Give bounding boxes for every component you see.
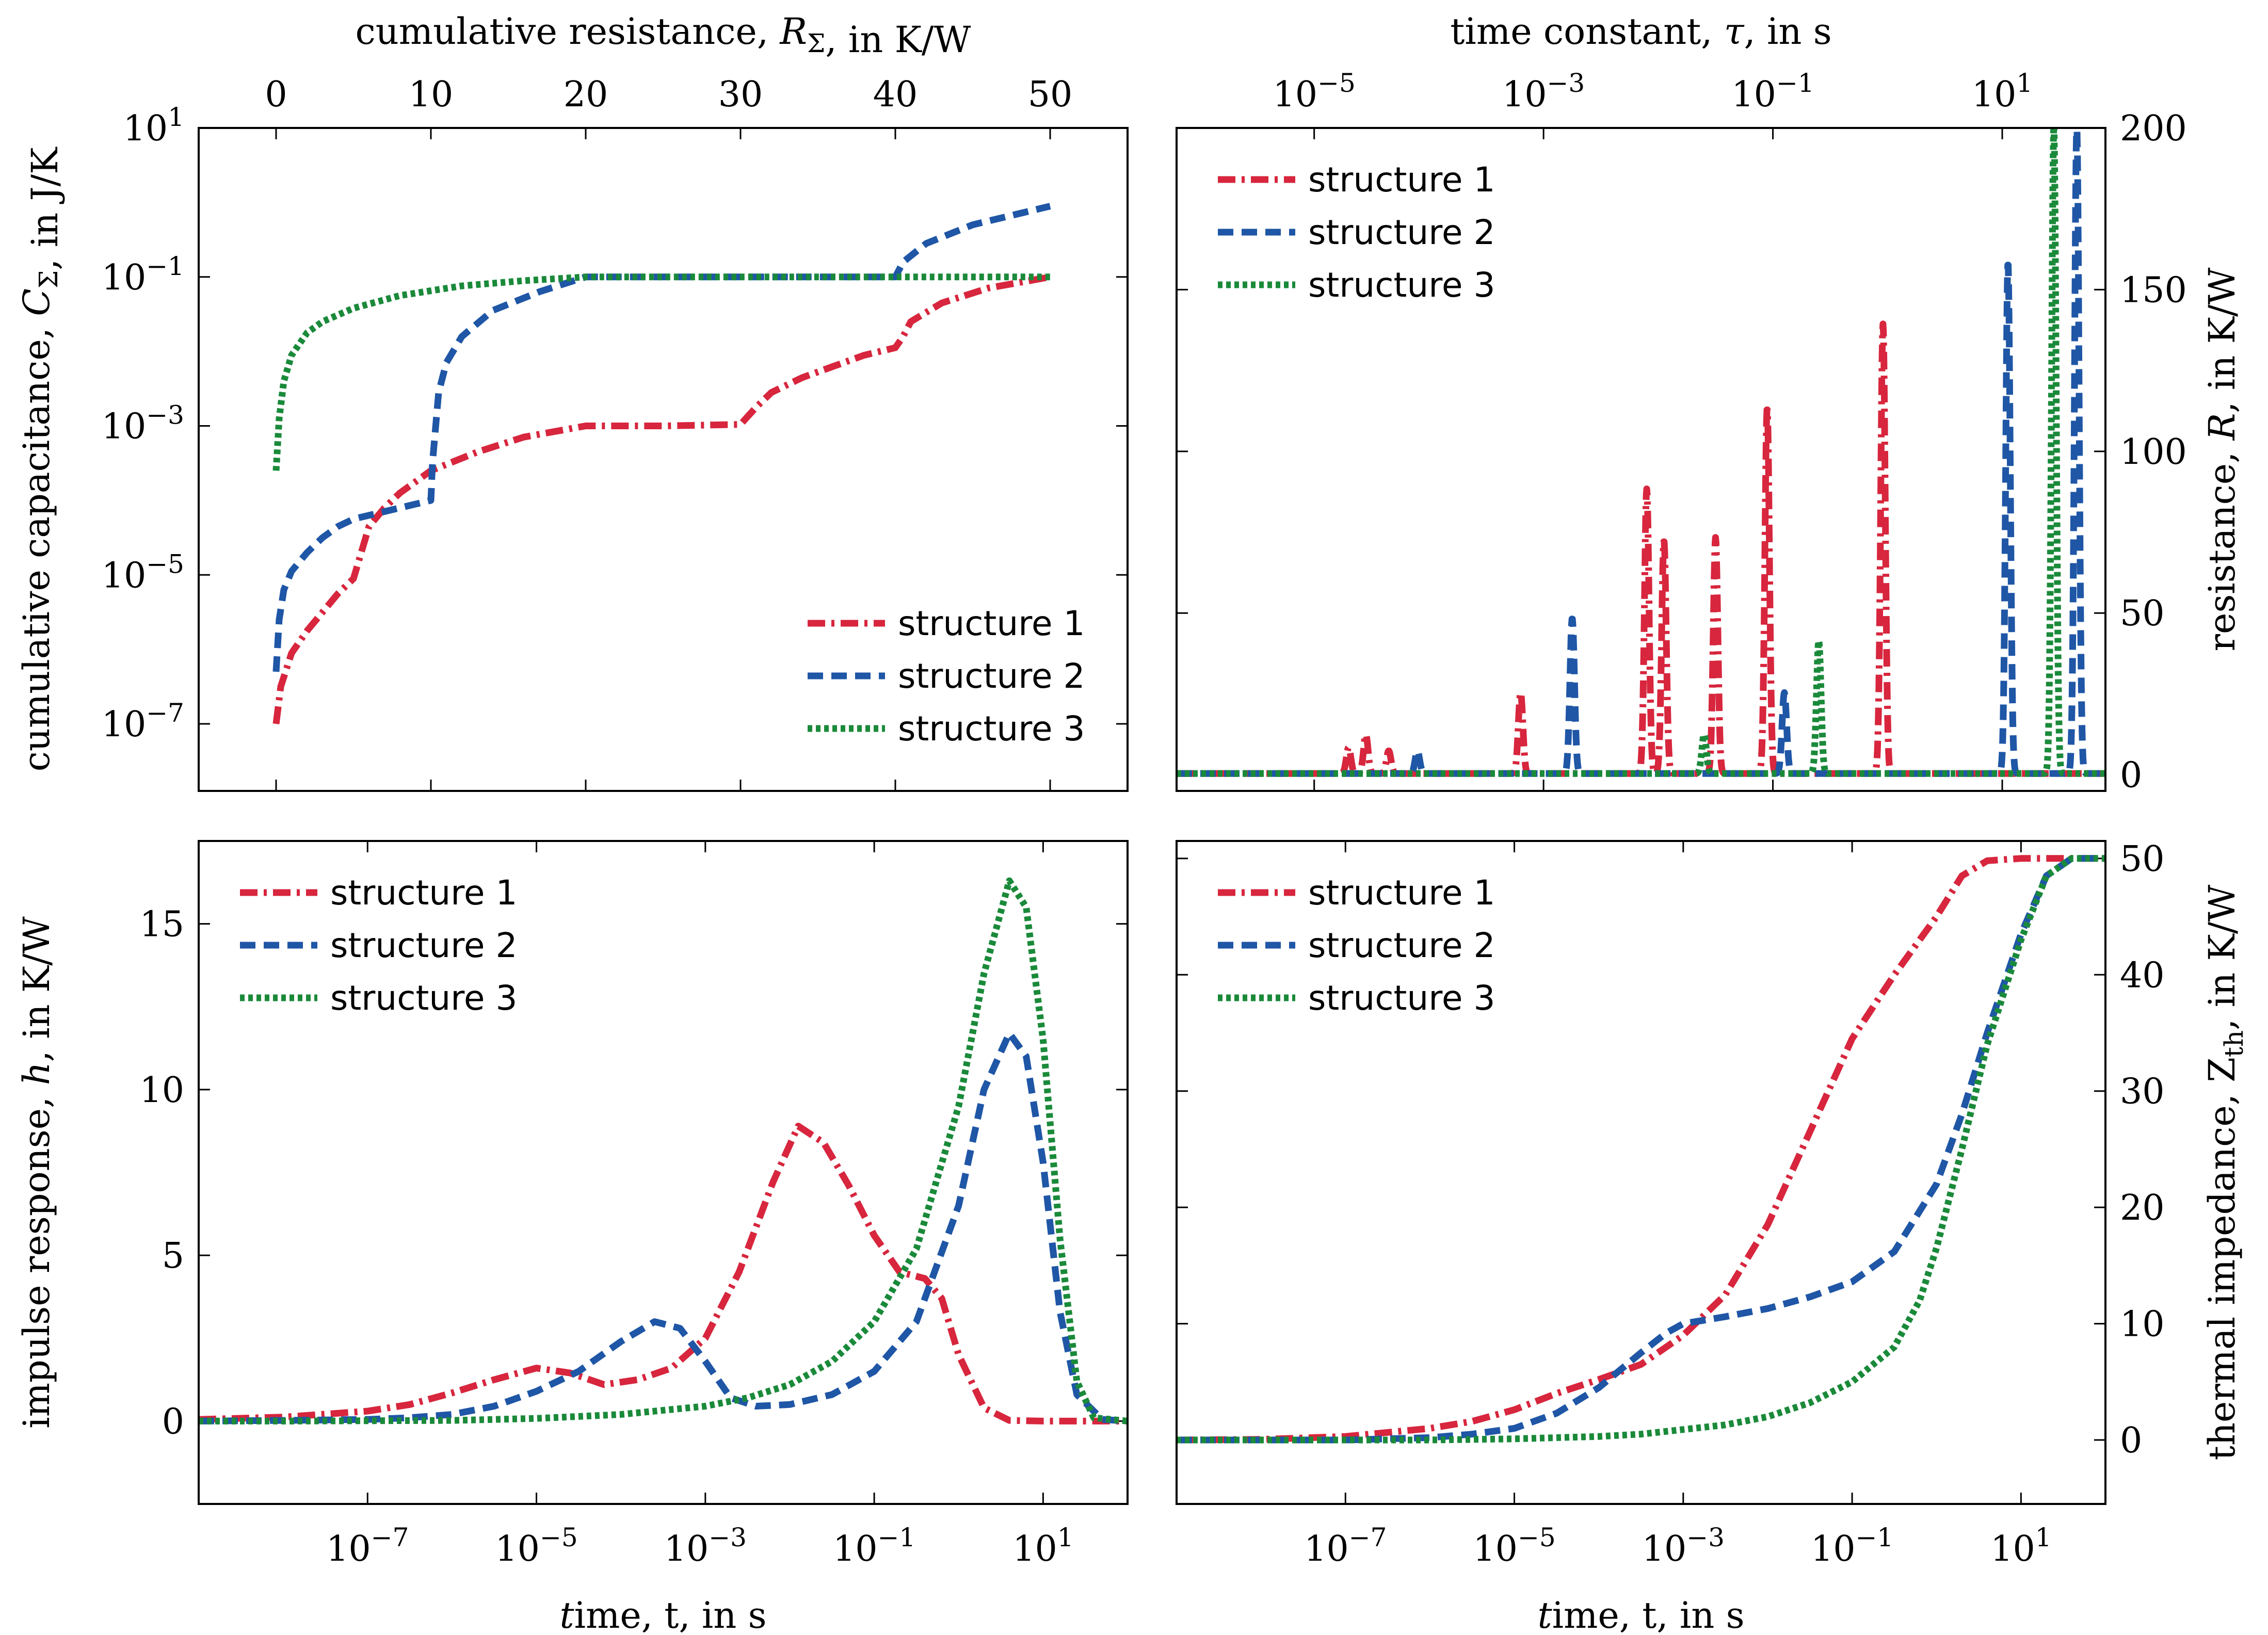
legend-label: structure 2 bbox=[1308, 213, 1495, 252]
x-tick-label: 101 bbox=[1012, 1523, 1073, 1569]
y-tick-label: 50 bbox=[2120, 593, 2165, 634]
x-tick-label: 10−7 bbox=[1304, 1523, 1387, 1569]
y-axis-label: impulse response, h, in K/W bbox=[15, 916, 58, 1429]
legend-label: structure 1 bbox=[330, 873, 517, 913]
x-tick-label: 10−5 bbox=[495, 1523, 577, 1569]
y-tick-label: 10−7 bbox=[102, 698, 184, 745]
series-line-structure-1 bbox=[1177, 320, 2105, 777]
legend: structure 1 structure 2 structure 3 bbox=[1218, 160, 1495, 305]
x-tick-label: 10−3 bbox=[1502, 68, 1585, 115]
series-line-structure-3 bbox=[1177, 855, 2105, 1444]
legend: structure 1 structure 2 structure 3 bbox=[240, 873, 517, 1018]
series-line-structure-2 bbox=[199, 1030, 1128, 1424]
x-tick-label: 101 bbox=[1990, 1523, 2051, 1569]
y-tick-label: 5 bbox=[162, 1236, 184, 1276]
x-axis-label: cumulative resistance, RΣ, in K/W bbox=[356, 10, 971, 61]
series-line-structure-1 bbox=[272, 273, 1051, 724]
x-tick-label: 20 bbox=[564, 74, 608, 115]
legend-label: structure 1 bbox=[898, 604, 1085, 643]
legend-label: structure 1 bbox=[1308, 160, 1495, 200]
y-tick-label: 20 bbox=[2120, 1188, 2165, 1228]
y-tick-label: 10−1 bbox=[102, 251, 184, 298]
y-tick-label: 0 bbox=[162, 1401, 184, 1442]
thermal-impedance-series bbox=[1177, 855, 2105, 1444]
x-tick-label: 50 bbox=[1028, 74, 1073, 115]
x-tick-label: 40 bbox=[873, 74, 918, 115]
y-tick-label: 0 bbox=[2120, 755, 2142, 796]
x-tick-label: 10−5 bbox=[1273, 68, 1356, 115]
x-axis-label: time, t, in s bbox=[559, 1594, 766, 1632]
x-tick-label: 30 bbox=[718, 74, 763, 115]
plot-frame bbox=[198, 127, 1129, 792]
series-line-structure-2 bbox=[1177, 855, 2105, 1444]
y-tick-label: 150 bbox=[2120, 270, 2187, 311]
x-axis-label: time constant, τ, in s bbox=[1450, 10, 1831, 53]
x-tick-label: 101 bbox=[1972, 68, 2033, 115]
series-line-structure-3 bbox=[199, 877, 1128, 1424]
series-line-structure-1 bbox=[1177, 855, 2105, 1444]
series-line-structure-3 bbox=[1177, 128, 2105, 777]
impulse-response-series bbox=[199, 877, 1128, 1424]
legend: structure 1 structure 2 structure 3 bbox=[1218, 873, 1495, 1018]
legend-label: structure 2 bbox=[330, 926, 517, 965]
legend-label: structure 3 bbox=[898, 709, 1085, 749]
legend-label: structure 1 bbox=[1308, 873, 1495, 913]
legend: structure 1 structure 2 structure 3 bbox=[808, 604, 1085, 749]
plot-frame bbox=[1176, 840, 2106, 1505]
x-tick-label: 0 bbox=[265, 74, 287, 115]
legend-label: structure 3 bbox=[330, 978, 517, 1018]
y-axis-label: thermal impedance, Zth, in K/W bbox=[2201, 885, 2249, 1461]
y-tick-label: 15 bbox=[139, 904, 184, 945]
x-tick-label: 10 bbox=[409, 74, 454, 115]
legend-label: structure 2 bbox=[1308, 926, 1495, 965]
y-tick-label: 0 bbox=[2120, 1420, 2142, 1461]
x-tick-label: 10−5 bbox=[1473, 1523, 1555, 1569]
plot-frame bbox=[198, 840, 1129, 1505]
y-tick-label: 10−5 bbox=[102, 549, 184, 596]
y-tick-label: 50 bbox=[2120, 839, 2165, 880]
cumulative-structure-series bbox=[272, 203, 1051, 724]
y-tick-label: 30 bbox=[2120, 1072, 2165, 1112]
x-tick-label: 10−7 bbox=[326, 1523, 409, 1569]
cumulative-structure-panel: 0 10 20 30 40 50 10−7 10−5 10−3 10−1 101 structure … bbox=[15, 10, 1129, 792]
y-axis-label: resistance, R, in K/W bbox=[2201, 267, 2243, 651]
y-tick-label: 10−3 bbox=[102, 400, 184, 447]
legend-label: structure 3 bbox=[1308, 978, 1495, 1018]
y-axis-label: cumulative capacitance, CΣ, in J/K bbox=[15, 147, 66, 772]
y-tick-label: 40 bbox=[2120, 955, 2165, 996]
plot-frame bbox=[1176, 127, 2106, 792]
y-tick-label: 200 bbox=[2120, 108, 2187, 149]
x-tick-label: 10−1 bbox=[1731, 68, 1814, 115]
series-line-structure-2 bbox=[272, 203, 1051, 672]
time-constant-spectrum-series bbox=[1177, 128, 2105, 777]
series-line-structure-3 bbox=[272, 273, 1050, 471]
y-tick-label: 10 bbox=[2120, 1304, 2165, 1345]
series-line-structure-1 bbox=[199, 1123, 1128, 1424]
thermal-impedance-panel: 10−7 10−5 10−3 10−1 10101020304050structure … bbox=[1176, 839, 2249, 1635]
y-tick-label: 10 bbox=[139, 1070, 184, 1111]
x-axis-label: time, t, in s bbox=[1537, 1594, 1744, 1632]
x-tick-label: 10−3 bbox=[664, 1523, 747, 1569]
legend-label: structure 2 bbox=[898, 656, 1085, 696]
y-tick-label: 101 bbox=[123, 102, 184, 149]
x-tick-label: 10−1 bbox=[1811, 1523, 1893, 1569]
x-tick-label: 10−3 bbox=[1642, 1523, 1725, 1569]
x-tick-label: 10−1 bbox=[833, 1523, 915, 1569]
y-tick-label: 100 bbox=[2120, 432, 2187, 473]
legend-label: structure 3 bbox=[1308, 265, 1495, 305]
